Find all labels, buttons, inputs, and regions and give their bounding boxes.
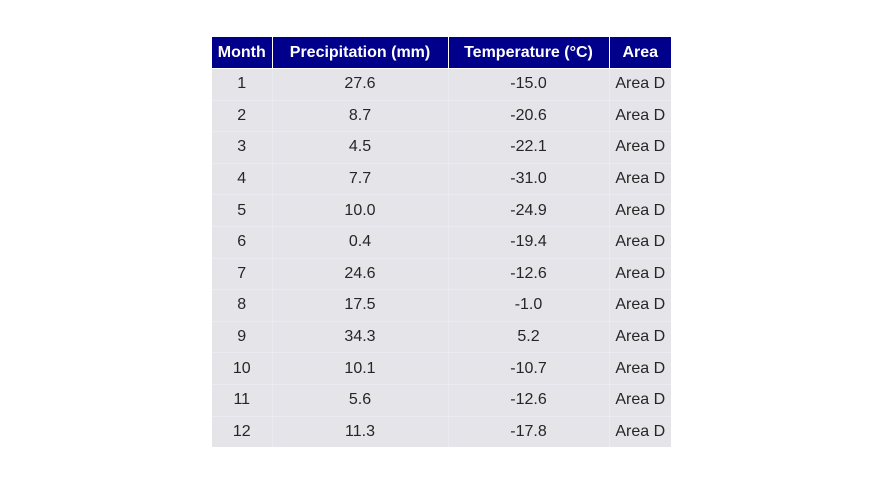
cell-area: Area D	[608, 99, 671, 133]
cell-month: 3	[212, 131, 273, 164]
cell-month: 4	[212, 162, 273, 196]
cell-precipitation: 17.5	[271, 289, 449, 322]
cell-month: 10	[212, 352, 273, 385]
cell-area: Area D	[608, 289, 671, 322]
cell-precipitation: 11.3	[271, 415, 449, 448]
cell-temperature: -31.0	[447, 162, 610, 196]
cell-month: 11	[212, 383, 273, 417]
cell-precipitation: 5.6	[271, 383, 449, 417]
cell-temperature: -19.4	[447, 225, 610, 259]
cell-precipitation: 34.3	[271, 320, 449, 354]
cell-area: Area D	[608, 225, 671, 259]
table-row: 8 17.5 -1.0 Area D	[212, 289, 671, 322]
cell-area: Area D	[608, 320, 671, 354]
table-row: 1 27.6 -15.0 Area D	[212, 68, 671, 101]
table-row: 6 0.4 -19.4 Area D	[212, 225, 671, 259]
cell-precipitation: 10.1	[271, 352, 449, 385]
table-row: 12 11.3 -17.8 Area D	[212, 415, 671, 448]
cell-area: Area D	[608, 131, 671, 164]
header-month: Month	[212, 37, 273, 69]
cell-precipitation: 7.7	[271, 162, 449, 196]
data-table: Month Precipitation (mm) Temperature (°C…	[212, 37, 671, 448]
table-row: 11 5.6 -12.6 Area D	[212, 383, 671, 417]
cell-month: 8	[212, 289, 273, 322]
table-row: 4 7.7 -31.0 Area D	[212, 162, 671, 196]
cell-precipitation: 8.7	[271, 99, 449, 133]
cell-area: Area D	[608, 194, 671, 227]
header-area: Area	[608, 37, 671, 69]
cell-month: 7	[212, 257, 273, 291]
cell-area: Area D	[608, 162, 671, 196]
table-row: 2 8.7 -20.6 Area D	[212, 99, 671, 133]
cell-month: 9	[212, 320, 273, 354]
cell-month: 12	[212, 415, 273, 448]
cell-month: 1	[212, 68, 273, 101]
cell-area: Area D	[608, 415, 671, 448]
cell-temperature: -24.9	[447, 194, 610, 227]
cell-temperature: -22.1	[447, 131, 610, 164]
cell-temperature: -15.0	[447, 68, 610, 101]
cell-area: Area D	[608, 68, 671, 101]
cell-temperature: -20.6	[447, 99, 610, 133]
cell-precipitation: 4.5	[271, 131, 449, 164]
header-precipitation: Precipitation (mm)	[271, 37, 449, 69]
table-header-row: Month Precipitation (mm) Temperature (°C…	[212, 37, 671, 69]
cell-temperature: -17.8	[447, 415, 610, 448]
cell-precipitation: 24.6	[271, 257, 449, 291]
cell-area: Area D	[608, 383, 671, 417]
cell-temperature: -12.6	[447, 383, 610, 417]
cell-month: 6	[212, 225, 273, 259]
cell-area: Area D	[608, 257, 671, 291]
cell-temperature: -1.0	[447, 289, 610, 322]
cell-precipitation: 0.4	[271, 225, 449, 259]
table-body: 1 27.6 -15.0 Area D 2 8.7 -20.6 Area D 3 4.5 -22.1…	[212, 68, 671, 448]
table-row: 7 24.6 -12.6 Area D	[212, 257, 671, 291]
cell-precipitation: 10.0	[271, 194, 449, 227]
cell-temperature: -10.7	[447, 352, 610, 385]
cell-area: Area D	[608, 352, 671, 385]
header-temperature: Temperature (°C)	[447, 37, 610, 69]
cell-month: 2	[212, 99, 273, 133]
table-row: 5 10.0 -24.9 Area D	[212, 194, 671, 227]
cell-temperature: 5.2	[447, 320, 610, 354]
table-row: 10 10.1 -10.7 Area D	[212, 352, 671, 385]
cell-month: 5	[212, 194, 273, 227]
table-row: 9 34.3 5.2 Area D	[212, 320, 671, 354]
cell-precipitation: 27.6	[271, 68, 449, 101]
table-row: 3 4.5 -22.1 Area D	[212, 131, 671, 164]
cell-temperature: -12.6	[447, 257, 610, 291]
